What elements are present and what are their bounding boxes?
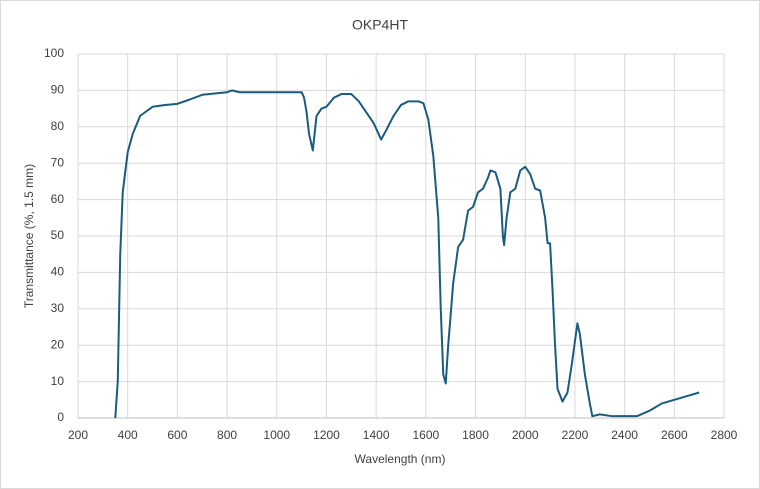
y-tick-label: 50 bbox=[51, 228, 65, 242]
x-tick-label: 200 bbox=[68, 428, 88, 442]
x-tick-label: 2400 bbox=[611, 428, 638, 442]
y-tick-label: 80 bbox=[51, 119, 65, 133]
x-tick-label: 2000 bbox=[512, 428, 539, 442]
y-tick-label: 90 bbox=[51, 83, 65, 97]
x-tick-label: 1800 bbox=[462, 428, 489, 442]
x-tick-label: 2200 bbox=[562, 428, 589, 442]
y-tick-label: 0 bbox=[57, 410, 64, 424]
x-tick-label: 400 bbox=[118, 428, 138, 442]
y-tick-label: 70 bbox=[51, 155, 65, 169]
x-tick-label: 1200 bbox=[313, 428, 340, 442]
x-tick-label: 1000 bbox=[263, 428, 290, 442]
x-axis-label: Wavelength (nm) bbox=[355, 452, 446, 466]
x-tick-label: 1600 bbox=[412, 428, 439, 442]
chart-title: OKP4HT bbox=[352, 17, 408, 33]
x-tick-label: 800 bbox=[217, 428, 237, 442]
y-tick-label: 20 bbox=[51, 337, 65, 351]
x-tick-label: 1400 bbox=[363, 428, 390, 442]
data-line bbox=[114, 89, 700, 419]
x-tick-label: 2600 bbox=[661, 428, 688, 442]
x-tick-label: 600 bbox=[167, 428, 187, 442]
x-tick-label: 2800 bbox=[711, 428, 738, 442]
y-tick-label: 100 bbox=[44, 46, 64, 60]
y-tick-label: 30 bbox=[51, 301, 65, 315]
y-axis-label: Transmittance (%, 1.5 mm) bbox=[22, 164, 36, 308]
y-tick-label: 10 bbox=[51, 374, 65, 388]
y-tick-label: 60 bbox=[51, 192, 65, 206]
y-tick-label: 40 bbox=[51, 265, 65, 279]
